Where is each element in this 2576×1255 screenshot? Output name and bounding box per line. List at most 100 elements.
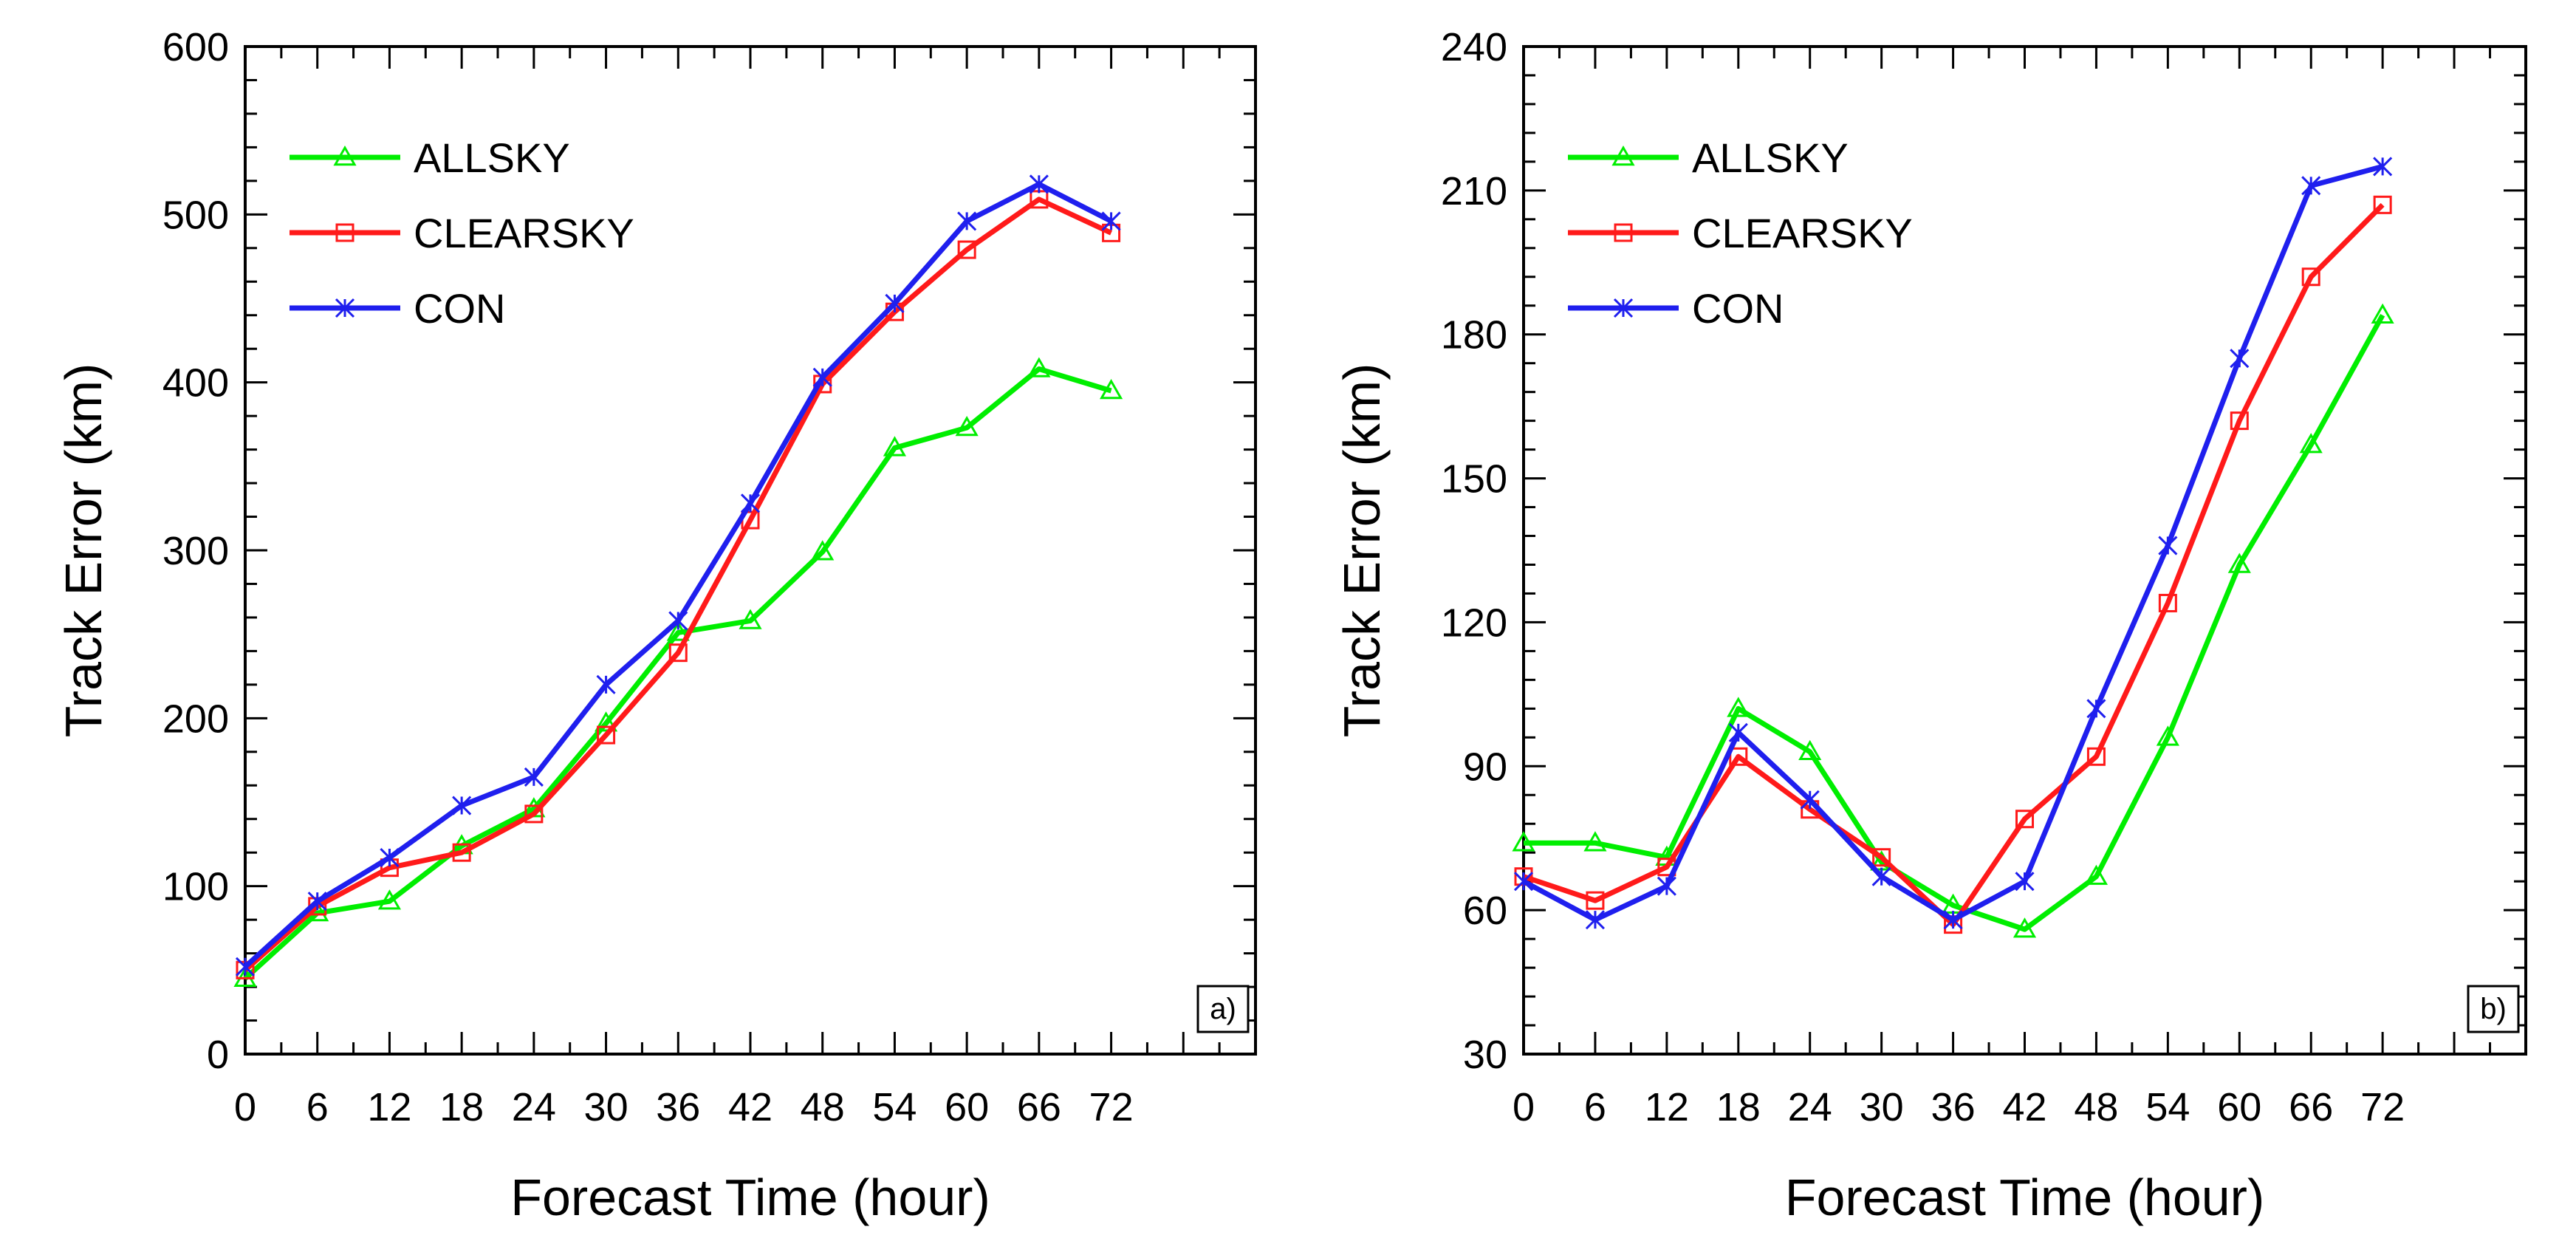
y-tick-label: 600 (162, 25, 229, 69)
legend-label-clearsky: CLEARSKY (414, 210, 634, 256)
x-tick-label: 30 (584, 1085, 628, 1129)
x-tick-label: 66 (1017, 1085, 1061, 1129)
y-tick-label: 210 (1441, 169, 1507, 213)
data-point-con (740, 493, 761, 513)
x-tick-label: 36 (1931, 1085, 1976, 1129)
y-tick-label: 300 (162, 529, 229, 573)
x-tick-label: 60 (945, 1085, 989, 1129)
x-tick-label: 42 (728, 1085, 773, 1129)
series-line-allsky (1524, 314, 2385, 932)
panel-label: b) (2480, 993, 2507, 1025)
x-tick-label: 60 (2217, 1085, 2261, 1129)
data-point-clearsky (2301, 267, 2320, 287)
data-point-clearsky (1586, 891, 1605, 910)
data-point-con (2158, 536, 2178, 555)
data-point-allsky (1512, 831, 1535, 852)
data-point-con (2373, 157, 2393, 177)
series-line-con (243, 181, 1113, 969)
legend-marker-allsky (1611, 145, 1635, 166)
y-tick-label: 0 (207, 1033, 229, 1077)
data-point-con (668, 611, 688, 631)
x-axis-label: Forecast Time (hour) (510, 1169, 990, 1226)
x-axis-label: Forecast Time (hour) (1785, 1169, 2265, 1226)
y-tick-label: 100 (162, 865, 229, 909)
data-point-allsky (2084, 864, 2109, 885)
data-point-clearsky (2373, 195, 2392, 214)
legend-label-con: CON (1692, 285, 1784, 332)
legend-marker-clearsky (1614, 223, 1633, 242)
y-axis-label: Track Error (km) (55, 363, 112, 738)
data-point-con (812, 367, 832, 387)
y-tick-label: 200 (162, 697, 229, 741)
x-tick-label: 6 (306, 1085, 329, 1129)
series-line-allsky (243, 366, 1112, 981)
data-point-con (957, 211, 977, 231)
data-point-allsky (377, 889, 402, 910)
data-point-allsky (1027, 357, 1051, 377)
legend-marker-con (1613, 298, 1634, 318)
data-point-allsky (955, 416, 979, 437)
x-tick-label: 36 (656, 1085, 700, 1129)
data-point-clearsky (1729, 747, 1748, 766)
data-point-con (307, 892, 327, 912)
data-point-con (380, 847, 400, 868)
x-tick-label: 72 (1089, 1085, 1134, 1129)
y-tick-label: 60 (1463, 889, 1507, 933)
panel-a: 0 6 12 18 24 30 36 42 48 54 60 66 72 0 100 200 300 400 500… (55, 25, 1257, 1226)
y-tick-label: 500 (162, 193, 229, 237)
data-point-clearsky (1872, 848, 1891, 867)
x-tick-label: 0 (234, 1085, 256, 1129)
data-point-con (1800, 790, 1820, 810)
x-tick-label: 72 (2360, 1085, 2405, 1129)
x-tick-label: 48 (2074, 1085, 2118, 1129)
data-point-con (1871, 866, 1891, 886)
data-point-con (2086, 699, 2106, 719)
data-point-con (1585, 910, 1605, 930)
x-tick-label: 66 (2289, 1085, 2333, 1129)
x-tick-label: 24 (512, 1085, 556, 1129)
series-line-clearsky (1522, 202, 2385, 928)
data-point-clearsky (597, 725, 616, 745)
data-point-con (1513, 872, 1534, 892)
y-tick-label: 400 (162, 361, 229, 406)
legend-label-con: CON (414, 285, 505, 332)
legend-label-clearsky: CLEARSKY (1692, 210, 1913, 256)
data-point-allsky (1099, 379, 1123, 400)
data-point-con (1101, 211, 1121, 231)
y-tick-label: 120 (1441, 601, 1507, 645)
panel-label-box (1196, 985, 1250, 1033)
data-point-clearsky (668, 643, 688, 663)
y-tick-label: 90 (1463, 745, 1507, 789)
x-tick-label: 24 (1788, 1085, 1832, 1129)
legend-label-allsky: ALLSKY (414, 134, 570, 181)
x-tick-label: 18 (439, 1085, 484, 1129)
data-point-allsky (739, 609, 762, 629)
panel-label: a) (1210, 993, 1236, 1025)
data-point-con (1728, 722, 1748, 742)
data-point-allsky (883, 436, 907, 456)
data-point-clearsky (2086, 747, 2106, 766)
legend-marker-clearsky (335, 223, 354, 242)
data-point-con (524, 767, 544, 787)
x-tick-label: 54 (2145, 1085, 2190, 1129)
data-point-allsky (2371, 303, 2394, 324)
data-point-allsky (1583, 831, 1607, 852)
data-point-clearsky (957, 240, 976, 259)
data-point-con (596, 674, 616, 694)
panel-b: 0 6 12 18 24 30 36 42 48 54 60 66 72 30 60 90 120 150 180 2… (1333, 25, 2527, 1226)
x-tick-label: 42 (2002, 1085, 2046, 1129)
y-tick-label: 180 (1441, 313, 1507, 358)
data-point-con (2230, 349, 2250, 369)
data-point-clearsky (452, 843, 471, 862)
data-point-allsky (1727, 697, 1750, 717)
data-point-allsky (666, 620, 690, 641)
x-tick-label: 12 (1645, 1085, 1689, 1129)
data-point-con (1657, 876, 1676, 896)
data-point-con (235, 957, 256, 977)
x-tick-label: 0 (1513, 1085, 1535, 1129)
x-tick-label: 6 (1584, 1085, 1606, 1129)
panel-label-box (2467, 985, 2520, 1033)
data-point-allsky (1798, 739, 1822, 761)
x-tick-label: 18 (1716, 1085, 1761, 1129)
